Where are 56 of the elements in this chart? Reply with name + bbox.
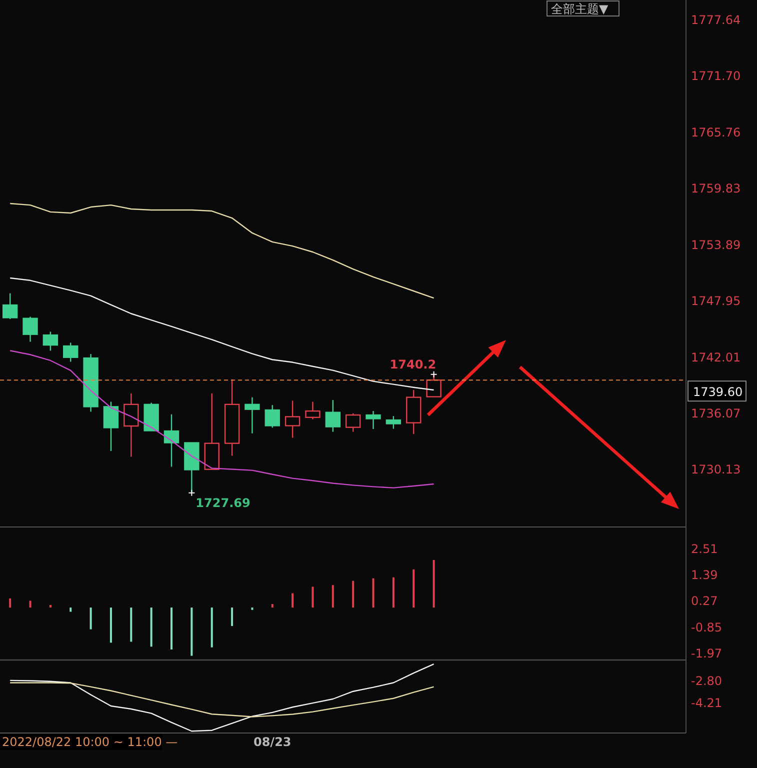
y-tick-label: 1759.83 [691, 182, 741, 196]
candlestick [366, 410, 381, 430]
bar [352, 580, 354, 608]
bar [432, 560, 435, 608]
bar [372, 578, 374, 608]
y-tick-label: 1777.64 [691, 12, 741, 27]
candlestick [244, 396, 260, 434]
candlestick [22, 316, 38, 342]
bar [170, 608, 172, 650]
annotation: 1727.69 [196, 496, 250, 510]
bar [90, 608, 92, 630]
line-series [9, 202, 434, 299]
y-tick-label: -4.21 [691, 696, 722, 710]
y-tick-label: -1.97 [691, 646, 722, 661]
candlestick [284, 400, 300, 438]
bar [392, 577, 394, 608]
bar [210, 608, 213, 648]
y-tick-label: -0.85 [691, 620, 722, 634]
bar [231, 608, 234, 626]
annotation: 全部主题▼ [551, 2, 609, 16]
bar [110, 608, 112, 643]
candlestick [164, 414, 180, 468]
y-tick-label: 1765.76 [691, 125, 741, 140]
bar [29, 600, 32, 608]
bar [130, 608, 132, 642]
bar [70, 608, 72, 612]
bar [332, 585, 334, 608]
x-tick-label: 08/23 [253, 735, 292, 749]
y-tick-label: 1736.07 [691, 406, 741, 420]
bar [49, 604, 52, 608]
y-tick-label: 1771.70 [691, 69, 741, 84]
bar [271, 604, 274, 608]
bar [9, 598, 12, 608]
text: 2022/08/22 10:00 ~ 11:00 — [2, 735, 178, 749]
y-tick-label: 1747.95 [691, 294, 741, 308]
y-tick-label: 0.27 [691, 594, 718, 608]
candlestick [124, 392, 139, 458]
candlestick [224, 378, 240, 456]
y-tick-label: 1742.01 [691, 350, 741, 364]
bar [312, 586, 314, 608]
line-series [9, 350, 434, 488]
candlestick [305, 401, 320, 420]
line-series [9, 663, 434, 732]
bar [190, 608, 193, 656]
annotation: 1740.2 [390, 357, 436, 372]
y-tick-label: 1.39 [691, 568, 718, 582]
y-tick-label: 2.51 [691, 542, 718, 556]
bar [292, 593, 294, 608]
bar [150, 608, 152, 647]
bar [412, 569, 415, 608]
ref-line-label: 1739.60 [693, 385, 743, 400]
y-tick-label: -2.80 [691, 674, 722, 688]
y-tick-label: 1730.13 [691, 462, 741, 477]
candlestick [83, 353, 98, 412]
y-tick-label: 1753.89 [691, 238, 741, 252]
line-series [9, 682, 434, 718]
